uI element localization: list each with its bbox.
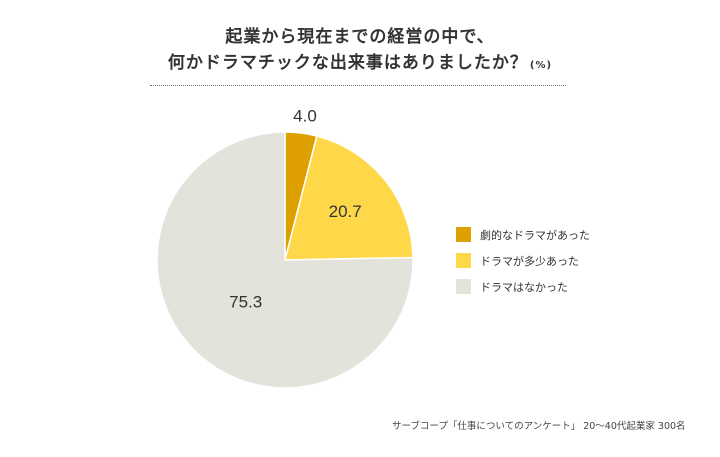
legend-item-dramatic: 劇的なドラマがあった [456, 226, 590, 243]
legend-label-dramatic: 劇的なドラマがあった [480, 228, 590, 242]
title-line-2-text: 何かドラマチックな出来事はありましたか？ [167, 53, 528, 73]
slice-some [284, 135, 414, 261]
legend-label-some: ドラマが多少あった [480, 254, 579, 268]
legend-label-none: ドラマはなかった [480, 280, 568, 294]
chart-title: 起業から現在までの経営の中で、 何かドラマチックな出来事はありましたか？ (%) [0, 24, 720, 79]
legend-swatch-dramatic [456, 227, 471, 242]
slice-none [156, 131, 414, 389]
legend-swatch-some [456, 253, 471, 268]
title-unit: (%) [529, 60, 553, 71]
source-note: サーブコープ「仕事についてのアンケート」 20〜40代起業家 300名 [392, 421, 686, 432]
title-divider [150, 85, 566, 86]
legend-item-none: ドラマはなかった [456, 278, 590, 295]
slice-label-none: 75.3 [229, 293, 262, 312]
title-line-2: 何かドラマチックな出来事はありましたか？ (%) [0, 50, 720, 79]
title-line-1: 起業から現在までの経営の中で、 [225, 27, 495, 47]
slice-label-dramatic: 4.0 [293, 107, 317, 126]
chart-legend: 劇的なドラマがあった ドラマが多少あった ドラマはなかった [456, 226, 590, 304]
legend-swatch-none [456, 279, 471, 294]
legend-item-some: ドラマが多少あった [456, 252, 590, 269]
slice-label-some: 20.7 [329, 202, 362, 221]
